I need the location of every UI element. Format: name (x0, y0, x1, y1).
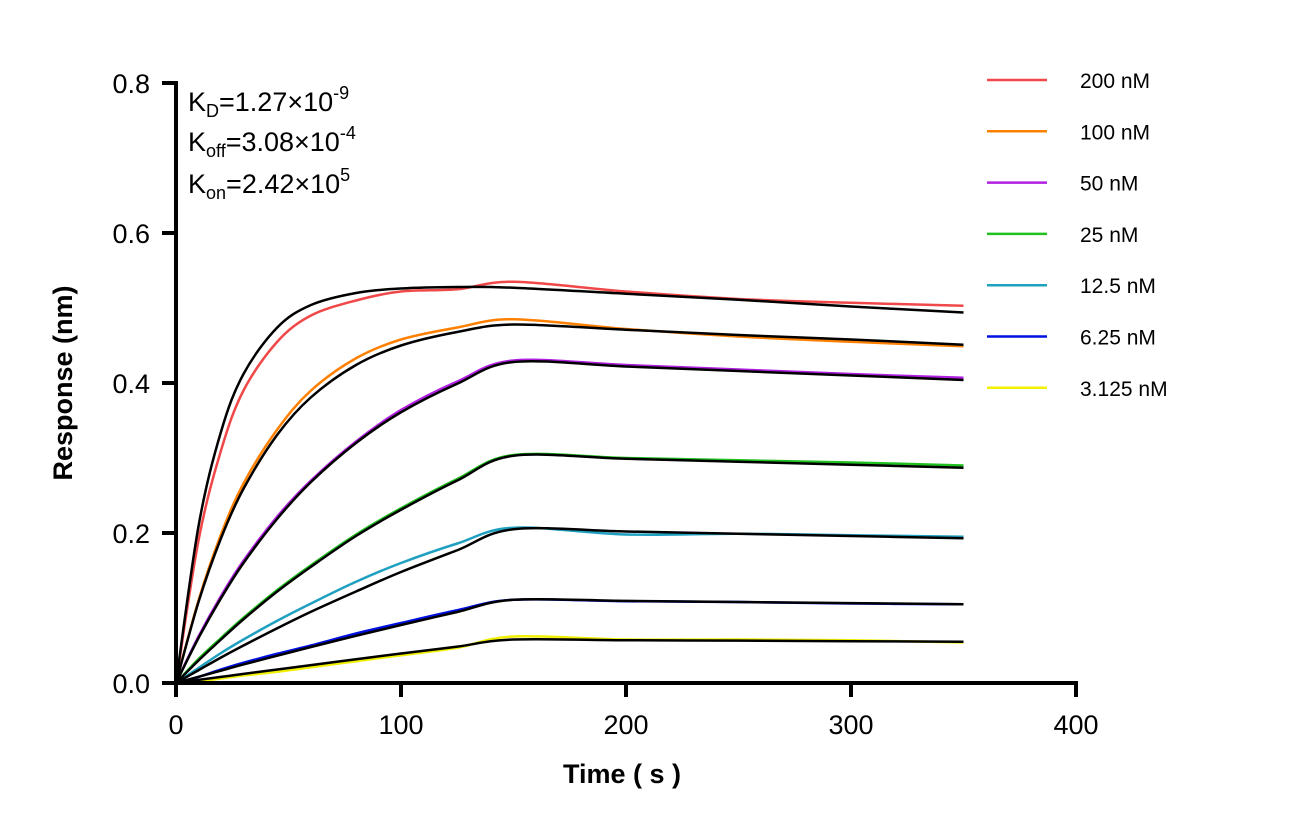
fit-line-50-nM (174, 359, 964, 684)
legend-item: 100 nM (987, 121, 1150, 144)
series-layer (174, 280, 964, 685)
legend-item: 25 nM (987, 224, 1138, 247)
annotation-kd: KD=1.27×10-9 (188, 83, 349, 121)
series-line-50-nM (174, 358, 964, 684)
y-tick-label: 0.4 (112, 369, 150, 399)
annotation-koff: Koff=3.08×10-4 (188, 123, 356, 161)
legend-item: 200 nM (987, 70, 1150, 93)
x-axis-title: Time ( s ) (563, 759, 681, 789)
y-axis-title: Response (nm) (48, 285, 78, 480)
series-line-100-nM (174, 317, 964, 684)
y-tick-label: 0.0 (112, 669, 150, 699)
series-line-12.5-nM (175, 526, 964, 685)
legend-label: 100 nM (1080, 121, 1150, 144)
x-tick-label: 300 (828, 710, 873, 740)
legend-item: 50 nM (987, 173, 1138, 196)
legend-item: 6.25 nM (987, 327, 1156, 350)
x-tick-label: 0 (168, 710, 183, 740)
y-tick-label: 0.8 (112, 69, 150, 99)
x-tick-label: 200 (603, 710, 648, 740)
legend-item: 12.5 nM (987, 275, 1156, 298)
legend-item: 3.125 nM (987, 378, 1168, 401)
y-tick-label: 0.2 (112, 519, 150, 549)
fit-line-100-nM (174, 323, 964, 684)
fit-line-3.125-nM (175, 637, 964, 685)
series-line-3.125-nM (175, 634, 964, 685)
legend-label: 50 nM (1080, 173, 1138, 196)
legend-label: 6.25 nM (1080, 327, 1156, 350)
legend: 200 nM 100 nM 50 nM 25 nM 12.5 nM 6.25 nM 3.12… (987, 70, 1168, 401)
fit-line-12.5-nM (175, 526, 964, 685)
y-tick-label: 0.6 (112, 219, 150, 249)
legend-label: 3.125 nM (1080, 378, 1168, 401)
fit-line-6.25-nM (175, 597, 964, 685)
legend-label: 25 nM (1080, 224, 1138, 247)
legend-label: 12.5 nM (1080, 275, 1156, 298)
annotation-kon: Kon=2.42×105 (188, 165, 350, 203)
kinetics-annotation: KD=1.27×10-9 Koff=3.08×10-4 Kon=2.42×105 (188, 83, 356, 203)
fit-layer (174, 285, 964, 685)
x-tick-label: 400 (1053, 710, 1098, 740)
fit-line-25-nM (175, 453, 964, 684)
legend-label: 200 nM (1080, 70, 1150, 93)
axes: 0 100 200 300 400 0.0 0.2 0.4 0.6 0.8 (112, 69, 1098, 740)
fit-line-200-nM (174, 285, 964, 684)
x-tick-label: 100 (378, 710, 423, 740)
